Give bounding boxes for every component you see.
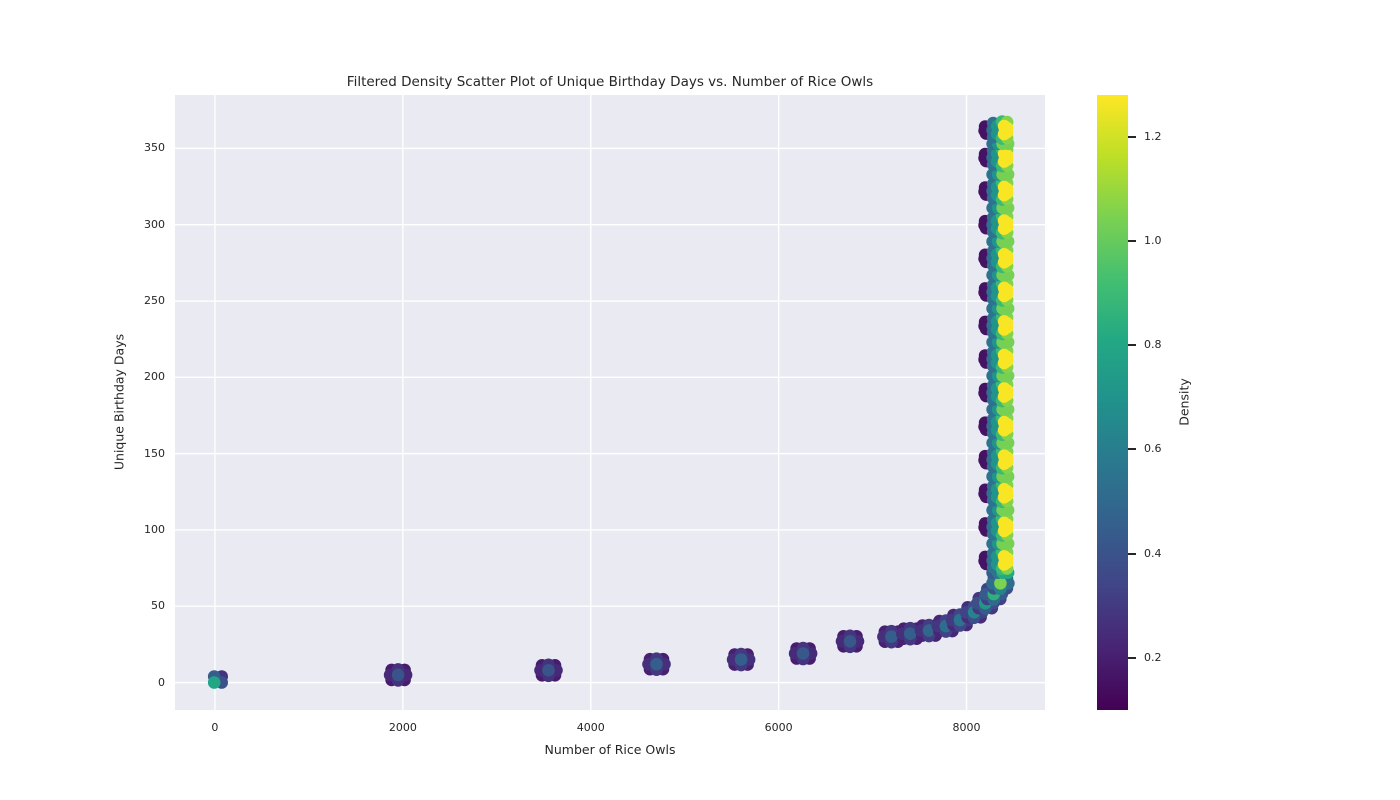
scatter-point	[998, 520, 1012, 534]
gridlines	[175, 95, 1045, 710]
colorbar-tick-mark	[1128, 239, 1136, 242]
scatter-point	[998, 319, 1012, 332]
scatter-point	[391, 668, 405, 682]
scatter-point	[998, 123, 1012, 137]
x-tick-label: 0	[211, 721, 219, 734]
x-tick-label: 4000	[576, 721, 605, 734]
colorbar-tick-label: 1.2	[1144, 129, 1162, 143]
y-tick-label: 350	[144, 141, 165, 155]
scatter-point	[998, 218, 1012, 231]
y-tick-label: 300	[144, 217, 165, 231]
scatter-point	[998, 151, 1012, 164]
scatter-point	[542, 664, 555, 677]
scatter-point	[734, 653, 748, 666]
x-tick-label: 6000	[764, 721, 793, 734]
scatter-point	[885, 630, 898, 643]
colorbar-tick-mark	[1128, 448, 1136, 451]
y-tick-label: 200	[144, 370, 165, 384]
scatter-point	[998, 251, 1012, 265]
scatter-point	[998, 184, 1012, 198]
chart-title: Filtered Density Scatter Plot of Unique …	[346, 74, 874, 90]
colorbar-label: Density	[1176, 378, 1192, 426]
y-tick-label: 250	[144, 294, 165, 308]
colorbar-tick-mark	[1128, 344, 1136, 347]
y-tick-label: 0	[158, 675, 165, 689]
scatter-point	[903, 627, 917, 640]
colorbar-tick-label: 0.8	[1144, 338, 1162, 352]
scatter-point	[998, 386, 1012, 399]
y-tick-label: 50	[151, 599, 165, 613]
x-tick-label: 8000	[952, 721, 981, 734]
scatter-point	[998, 419, 1012, 433]
y-tick-label: 150	[144, 446, 165, 460]
scatter-points	[207, 115, 1015, 689]
colorbar-tick-label: 0.4	[1144, 546, 1162, 560]
x-axis-label: Number of Rice Owls	[544, 742, 676, 757]
colorbar-tick-label: 0.2	[1144, 650, 1162, 664]
colorbar-tick-mark	[1128, 656, 1136, 659]
scatter-point	[843, 635, 857, 648]
scatter-point	[650, 657, 663, 671]
colorbar-tick-mark	[1128, 135, 1136, 138]
scatter-point	[207, 676, 221, 689]
scatter-point	[998, 352, 1012, 366]
colorbar	[1097, 95, 1128, 710]
scatter-point	[998, 453, 1012, 467]
scatter-point	[998, 285, 1012, 299]
colorbar-tick-label: 1.0	[1144, 233, 1162, 247]
y-tick-label: 100	[144, 522, 165, 536]
colorbar-tick-label: 0.6	[1144, 442, 1162, 456]
colorbar-tick-mark	[1128, 552, 1136, 555]
scatter-point	[994, 577, 1007, 590]
scatter-point	[796, 647, 810, 660]
scatter-point	[998, 554, 1012, 567]
scatter-point	[998, 487, 1012, 500]
x-tick-label: 2000	[388, 721, 417, 734]
plot-background	[175, 95, 1045, 710]
